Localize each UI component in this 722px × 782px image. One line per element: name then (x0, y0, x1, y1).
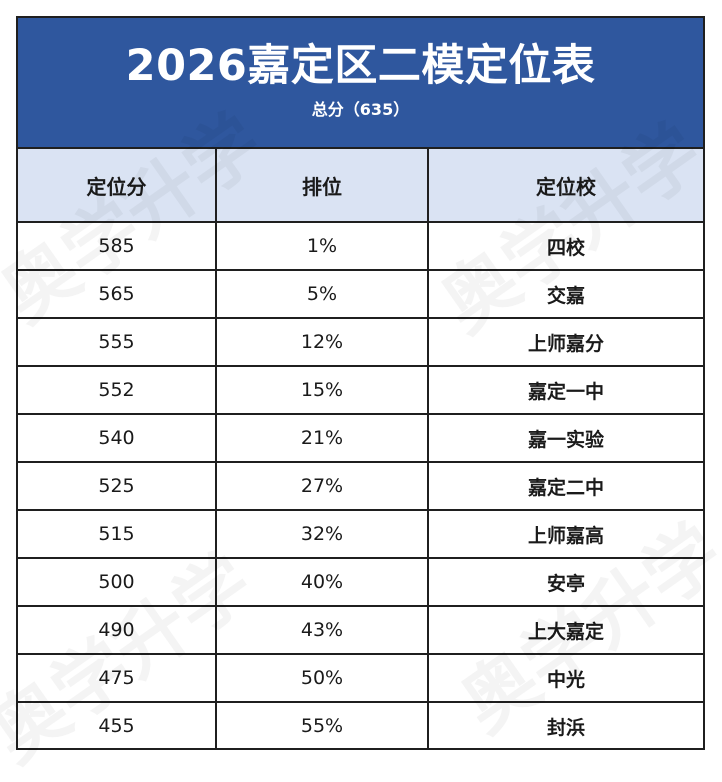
cell-score: 552 (18, 366, 217, 415)
cell-school: 封浜 (546, 716, 585, 739)
table-row: 525 27% 嘉定二中 (18, 462, 703, 511)
cell-rank: 50% (216, 654, 429, 703)
cell-score: 525 (18, 462, 217, 511)
cell-school: 交嘉 (428, 270, 703, 319)
table-row: 500 40% 安亭 (18, 558, 703, 607)
cell-rank: 43% (216, 606, 429, 655)
cell-rank: 55% (216, 702, 429, 749)
table-row: 455 55% 封浜 (18, 702, 703, 749)
table-row: 490 43% 上大嘉定 (18, 606, 703, 655)
cell-school: 四校 (428, 222, 703, 271)
table-row: 555 12% 上师嘉分 (18, 318, 703, 367)
cell-score: 455 (18, 702, 217, 749)
page-subtitle: 总分（635） (311, 100, 410, 119)
table-row: 475 50% 中光 (18, 654, 703, 703)
cell-score: 500 (18, 558, 217, 607)
table-row: 515 32% 上师嘉高 (18, 510, 703, 559)
cell-rank: 5% (216, 270, 429, 319)
table-row: 540 21% 嘉一实验 (18, 414, 703, 463)
cell-school: 上师嘉分 (428, 318, 703, 367)
cell-school: 中光 (428, 654, 703, 703)
cell-rank: 32% (216, 510, 429, 559)
cell-school: 嘉一实验 (428, 414, 703, 463)
cell-score: 515 (18, 510, 217, 559)
placement-table: 定位分 排位 定位校 585 1% 四校 565 5% 交嘉 555 12% 上师嘉分 552 15… (18, 149, 703, 749)
cell-rank: 1% (216, 222, 429, 271)
placement-table-sheet: 2026嘉定区二模定位表 总分（635） 定位分 排位 定位校 585 1% 四校 5… (16, 16, 705, 750)
cell-school: 安亭 (428, 558, 703, 607)
cell-rank: 15% (216, 366, 429, 415)
cell-school: 上大嘉定 (428, 606, 703, 655)
cell-score: 565 (18, 270, 217, 319)
table-row: 585 1% 四校 (18, 222, 703, 271)
column-header-school: 定位校 (428, 149, 703, 223)
cell-rank: 21% (216, 414, 429, 463)
table-row: 552 15% 嘉定一中 (18, 366, 703, 415)
title-banner: 2026嘉定区二模定位表 总分（635） (18, 18, 703, 149)
cell-school: 嘉定二中 (428, 462, 703, 511)
cell-rank: 27% (216, 462, 429, 511)
cell-score: 555 (18, 318, 217, 367)
cell-score: 490 (18, 606, 217, 655)
column-header-rank: 排位 (216, 149, 429, 223)
cell-score: 540 (18, 414, 217, 463)
column-header-score: 定位分 (18, 149, 217, 223)
table-header-row: 定位分 排位 定位校 (18, 149, 703, 223)
cell-rank: 12% (216, 318, 429, 367)
cell-rank: 40% (216, 558, 429, 607)
cell-school: 上师嘉高 (428, 510, 703, 559)
page-title: 2026嘉定区二模定位表 (125, 41, 596, 91)
cell-school: 嘉定一中 (428, 366, 703, 415)
cell-score: 585 (18, 222, 217, 271)
table-row: 565 5% 交嘉 (18, 270, 703, 319)
cell-score: 475 (18, 654, 217, 703)
